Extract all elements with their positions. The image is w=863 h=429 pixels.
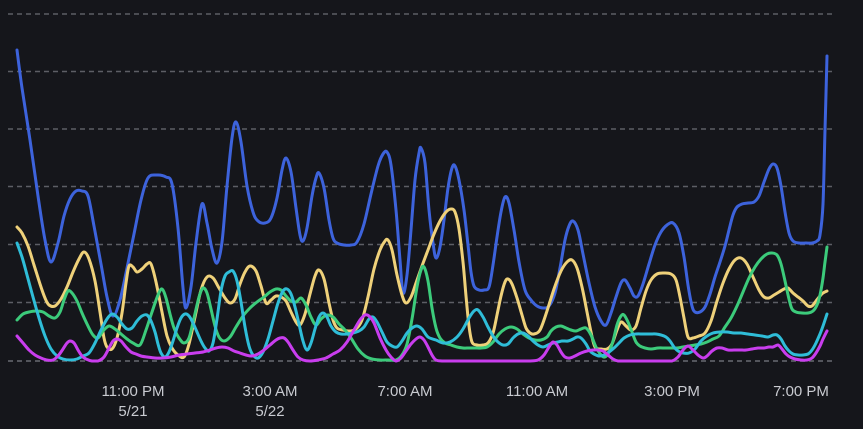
- x-tick-label: 7:00 PM: [773, 383, 829, 400]
- series-line-magenta: [15, 313, 829, 363]
- x-tick-date: 5/22: [255, 403, 284, 420]
- series-line-green: [15, 245, 829, 362]
- x-tick-label: 3:00 PM: [644, 383, 700, 400]
- x-tick-label: 7:00 AM: [377, 383, 432, 400]
- x-tick-label: 3:00 AM: [242, 383, 297, 400]
- x-tick-date: 5/21: [118, 403, 147, 420]
- x-tick-label: 11:00 AM: [506, 383, 568, 400]
- series-line-yellow: [15, 207, 829, 360]
- series-line-blue: [15, 48, 829, 327]
- x-tick-label: 11:00 PM: [101, 383, 164, 400]
